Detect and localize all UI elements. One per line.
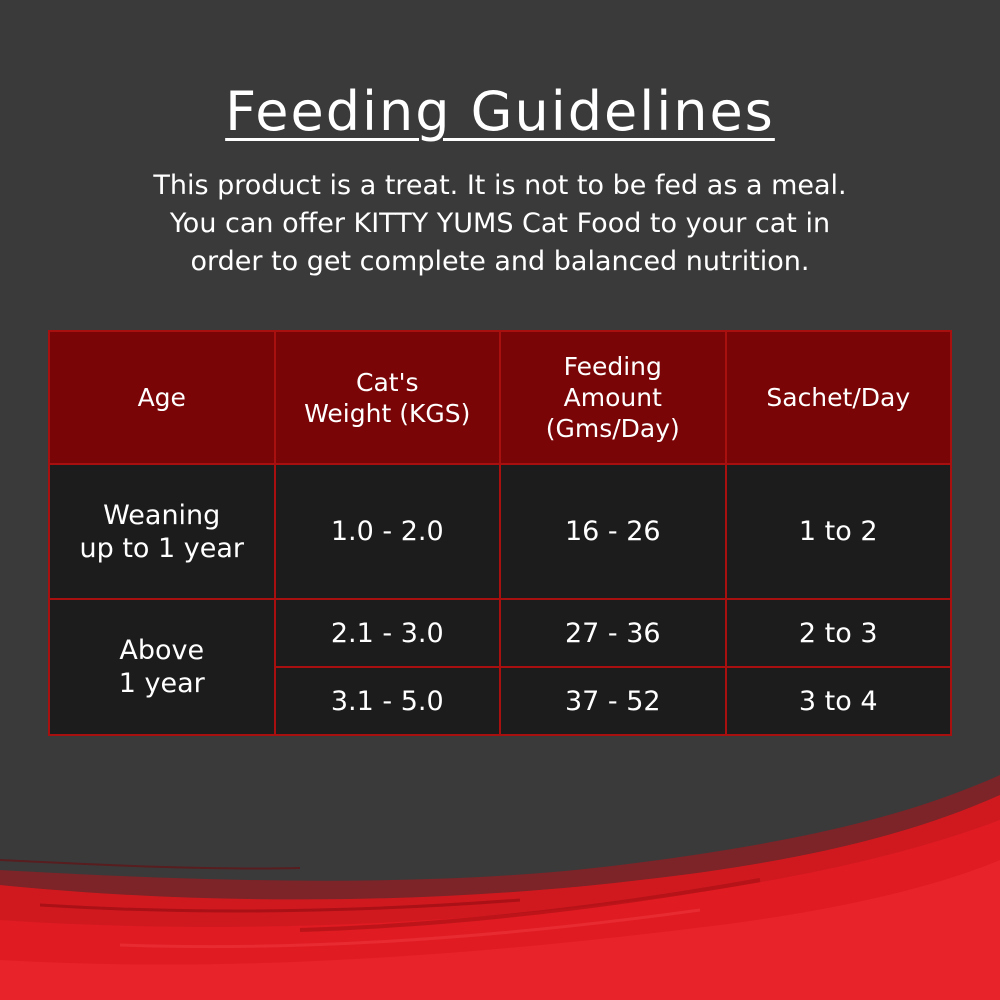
header-label: Amount — [563, 383, 662, 412]
header-label: Sachet/Day — [766, 383, 911, 412]
intro-line: This product is a treat. It is not to be… — [153, 170, 847, 201]
header-age: Age — [48, 330, 276, 465]
header-sachet-per-day: Sachet/Day — [724, 330, 952, 465]
amount-cell: 37 - 52 — [499, 666, 727, 736]
weight-cell: 3.1 - 5.0 — [273, 666, 501, 736]
sachet-cell: 2 to 3 — [724, 598, 952, 668]
feeding-table: Age Cat's Weight (KGS) Feeding Amount (G… — [48, 330, 952, 736]
intro-line: You can offer KITTY YUMS Cat Food to you… — [169, 208, 831, 239]
header-label: Cat's — [356, 367, 419, 397]
intro-line: order to get complete and balanced nutri… — [190, 246, 810, 277]
header-label: Feeding — [563, 352, 662, 381]
header-weight: Cat's Weight (KGS) — [273, 330, 501, 465]
amount-cell: 16 - 26 — [499, 463, 727, 600]
table-row: Above 1 year 2.1 - 3.0 27 - 36 2 to 3 — [48, 598, 952, 736]
header-feeding-amount: Feeding Amount (Gms/Day) — [499, 330, 727, 465]
weight-cell: 2.1 - 3.0 — [273, 598, 501, 668]
age-cell: Above 1 year — [48, 598, 276, 736]
header-label: Weight (KGS) — [304, 398, 471, 428]
age-label: Weaning — [103, 499, 221, 531]
age-label: 1 year — [118, 668, 205, 699]
weight-cell: 1.0 - 2.0 — [273, 463, 501, 600]
page-title: Feeding Guidelines — [0, 80, 1000, 143]
sachet-cell: 1 to 2 — [724, 463, 952, 600]
age-label: Above — [119, 635, 205, 666]
table-row: 3.1 - 5.0 37 - 52 3 to 4 — [49, 666, 952, 736]
sachet-cell: 3 to 4 — [724, 666, 952, 736]
table-row: Weaning up to 1 year 1.0 - 2.0 16 - 26 1… — [48, 463, 952, 600]
header-label: Age — [137, 383, 186, 412]
age-cell: Weaning up to 1 year — [48, 463, 276, 600]
intro-text: This product is a treat. It is not to be… — [60, 167, 940, 281]
page-title-text: Feeding Guidelines — [225, 80, 775, 144]
age-label: up to 1 year — [79, 532, 245, 564]
header-label: (Gms/Day) — [545, 414, 680, 443]
table-header-row: Age Cat's Weight (KGS) Feeding Amount (G… — [48, 330, 952, 465]
amount-cell: 27 - 36 — [499, 598, 727, 668]
